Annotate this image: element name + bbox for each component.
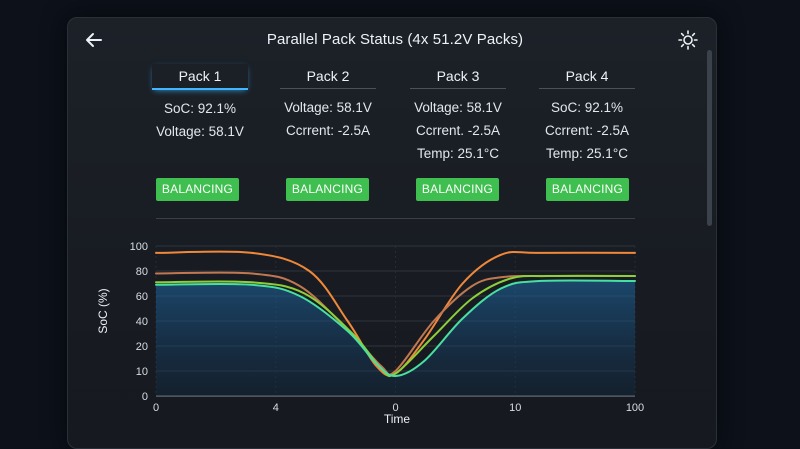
page-title: Parallel Pack Status (4x 51.2V Packs)	[266, 31, 524, 48]
series-line-4	[155, 279, 636, 378]
pack-4-line-3: Temp: 25.1°C	[546, 146, 628, 161]
pack-2-card: Pack 2 Voltage: 58.1V Ccrrent: -2.5A	[278, 64, 378, 142]
tab-pack-3[interactable]: Pack 3	[410, 64, 506, 89]
pack-2-line-1: Voltage: 58.1V	[284, 100, 372, 115]
pack-3-line-3: Temp: 25.1°C	[417, 146, 499, 161]
back-arrow-icon	[86, 33, 102, 47]
x-tick-label: 10	[509, 402, 521, 414]
y-tick-label: 10	[136, 366, 148, 378]
brightness-icon	[678, 30, 698, 50]
y-tick-label: 100	[130, 241, 148, 253]
pack-4-line-2: Ccrrent: -2.5A	[544, 123, 630, 138]
y-tick-label: 60	[136, 291, 148, 303]
y-tick-label: 20	[136, 341, 148, 353]
brightness-button[interactable]	[677, 29, 699, 51]
section-divider	[156, 218, 635, 219]
x-axis-label: Time	[384, 412, 411, 426]
pack-1-status-badge: BALANCING	[156, 178, 239, 201]
y-tick-label: 80	[136, 266, 148, 278]
y-tick-label: 40	[136, 316, 148, 328]
x-tick-label: 0	[392, 402, 398, 414]
pack-4-line-1: SoC: 92.1%	[550, 100, 624, 115]
scrollbar[interactable]	[707, 50, 712, 226]
x-tick-label: 0	[153, 402, 159, 414]
tab-pack-1[interactable]: Pack 1	[152, 64, 248, 90]
pack-3-card: Pack 3 Voltage: 58.1V Ccrrent. -2.5A Tem…	[408, 64, 508, 165]
y-axis-label: SoC (%)	[96, 288, 110, 333]
back-button[interactable]	[83, 29, 105, 51]
tab-pack-2[interactable]: Pack 2	[280, 64, 376, 89]
pack-1-card: Pack 1 SoC: 92.1% Voltage: 58.1V	[150, 64, 250, 143]
pack-3-status-badge: BALANCING	[416, 178, 499, 201]
pack-2-status-badge: BALANCING	[286, 178, 369, 201]
soc-area-fill	[156, 280, 635, 396]
y-tick-label: 0	[142, 391, 148, 403]
tab-pack-4[interactable]: Pack 4	[539, 64, 635, 89]
x-tick-label: 4	[273, 402, 279, 414]
pack-1-line-1: SoC: 92.1%	[163, 101, 237, 116]
pack-3-line-1: Voltage: 58.1V	[414, 100, 502, 115]
series-line-2	[155, 271, 636, 376]
x-tick-label: 100	[626, 402, 644, 414]
pack-4-card: Pack 4 SoC: 92.1% Ccrrent: -2.5A Temp: 2…	[537, 64, 637, 165]
pack-2-line-2: Ccrrent: -2.5A	[285, 123, 371, 138]
pack-1-line-2: Voltage: 58.1V	[156, 124, 244, 139]
pack-4-status-badge: BALANCING	[546, 178, 629, 201]
pack-3-line-2: Ccrrent. -2.5A	[415, 123, 501, 138]
series-line-3	[155, 274, 636, 378]
